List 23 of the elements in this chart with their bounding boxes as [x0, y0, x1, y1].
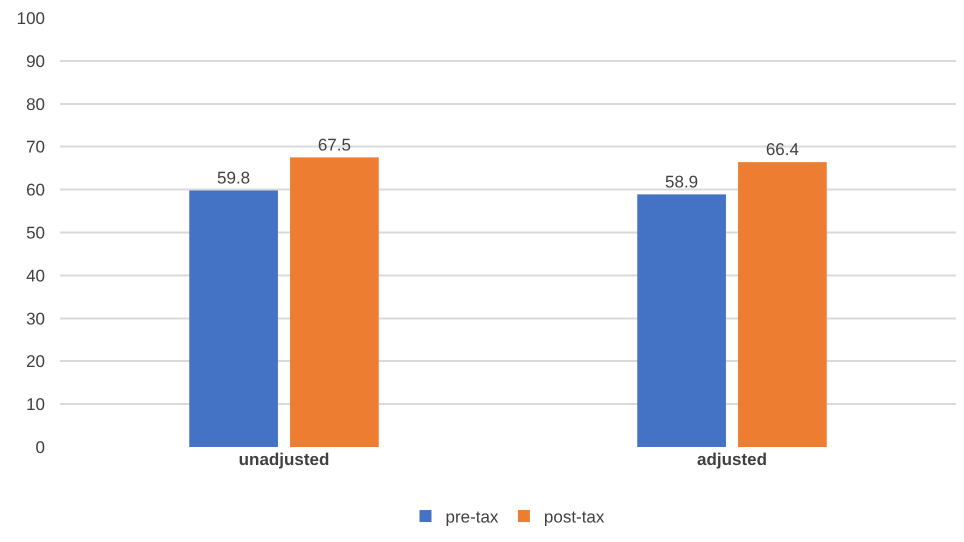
- bar: [637, 194, 726, 447]
- y-tick-label: 100: [16, 8, 45, 28]
- data-label: 67.5: [318, 135, 351, 154]
- x-tick-label: unadjusted: [238, 450, 330, 469]
- bar: [290, 157, 379, 447]
- bar: [738, 162, 827, 447]
- bar: [189, 190, 278, 447]
- y-tick-label: 10: [26, 395, 45, 414]
- data-label: 66.4: [766, 140, 799, 160]
- legend-label: pre-tax: [446, 508, 499, 527]
- y-tick-label: 70: [26, 138, 45, 157]
- x-tick-label: adjusted: [697, 450, 767, 469]
- y-tick-label: 40: [26, 266, 45, 286]
- y-tick-label: 20: [26, 352, 45, 372]
- y-tick-label: 60: [26, 180, 45, 200]
- data-label: 59.8: [217, 168, 250, 188]
- data-label: 58.9: [665, 172, 698, 192]
- y-tick-label: 90: [26, 52, 45, 71]
- y-tick-label: 80: [26, 94, 45, 114]
- y-tick-label: 0: [36, 438, 45, 457]
- y-tick-label: 30: [26, 309, 45, 328]
- legend-label: post-tax: [544, 508, 605, 527]
- y-tick-label: 50: [26, 223, 45, 242]
